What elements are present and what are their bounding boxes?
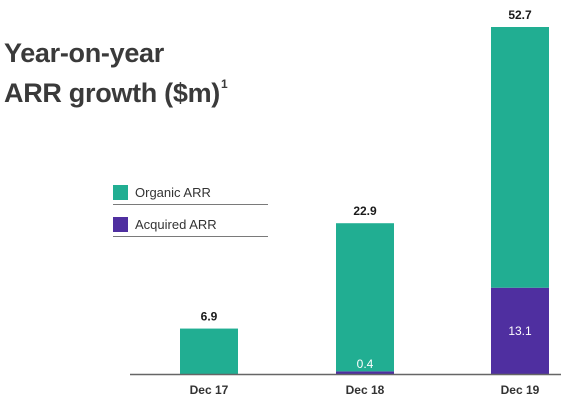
title-footnote: 1	[220, 77, 228, 91]
legend-swatch-acquired	[113, 216, 128, 232]
chart-title: Year-on-year ARR growth ($m)1	[4, 38, 228, 109]
bar-acquired-2	[491, 287, 549, 374]
total-label-0: 6.9	[201, 310, 218, 324]
title-line-1: Year-on-year	[4, 38, 164, 68]
legend-label-organic: Organic ARR	[135, 184, 211, 200]
legend-item-organic: Organic ARR	[113, 180, 268, 205]
acquired-value-label-2: 13.1	[508, 324, 532, 338]
title-line-2: ARR growth ($m)	[4, 78, 220, 108]
total-label-2: 52.7	[508, 8, 532, 22]
x-tick-label-2: Dec 19	[501, 383, 540, 397]
total-label-1: 22.9	[353, 204, 377, 218]
x-tick-label-1: Dec 18	[346, 383, 385, 397]
bar-organic-2	[491, 27, 549, 288]
legend-swatch-organic	[113, 184, 128, 200]
bar-acquired-1	[336, 371, 394, 374]
chart-legend: Organic ARR Acquired ARR	[113, 180, 268, 244]
bar-organic-0	[180, 328, 238, 374]
x-tick-label-0: Dec 17	[190, 383, 229, 397]
legend-item-acquired: Acquired ARR	[113, 212, 268, 237]
bar-organic-1	[336, 223, 394, 372]
legend-label-acquired: Acquired ARR	[135, 216, 217, 232]
acquired-value-label-1: 0.4	[357, 357, 374, 371]
